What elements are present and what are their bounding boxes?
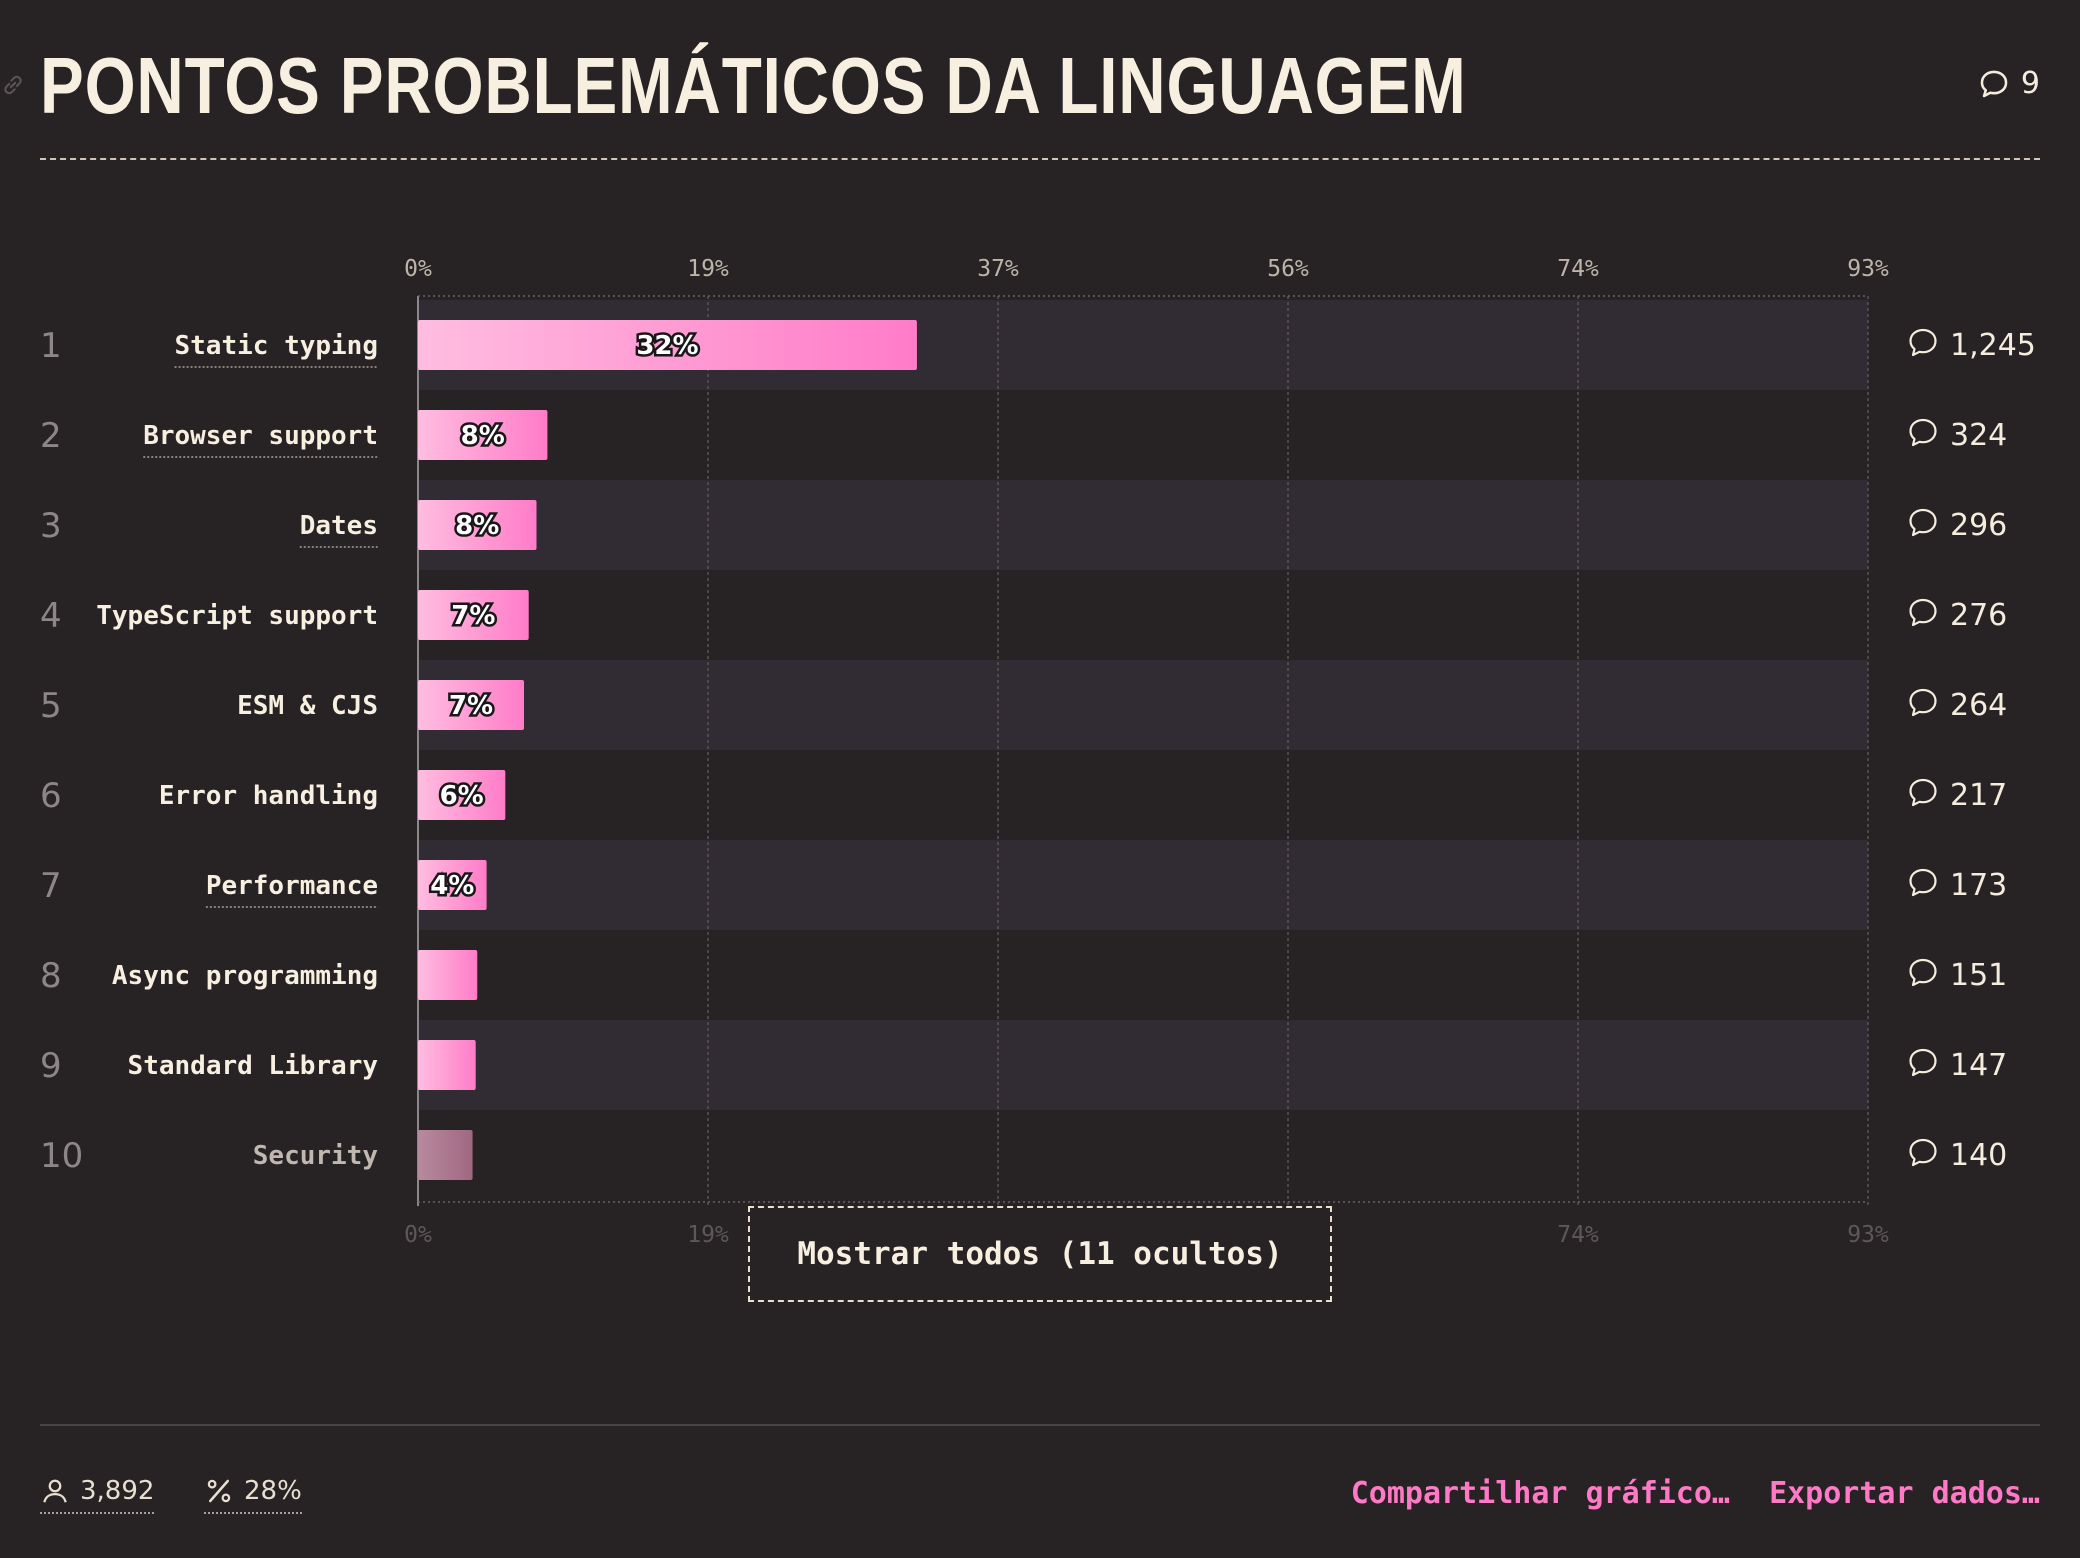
row-comments[interactable] bbox=[1909, 778, 1937, 807]
row-background bbox=[418, 480, 1868, 570]
bar-value-label: 7% bbox=[451, 601, 495, 631]
percentage-value: 28% bbox=[244, 1476, 302, 1506]
x-tick-label-bottom: 74% bbox=[1557, 1222, 1599, 1248]
category-label[interactable]: Static typing bbox=[175, 331, 379, 361]
comment-icon bbox=[1909, 688, 1937, 717]
row-background bbox=[418, 1020, 1868, 1110]
comment-icon bbox=[1909, 598, 1937, 627]
category-label[interactable]: Dates bbox=[300, 511, 378, 541]
chart-comments-button[interactable]: 9 bbox=[1977, 66, 2040, 101]
category-label[interactable]: Standard Library bbox=[128, 1051, 378, 1081]
row-background bbox=[418, 840, 1868, 930]
show-all-button[interactable]: Mostrar todos (11 ocultos) bbox=[748, 1206, 1332, 1302]
row-rank: 7 bbox=[40, 866, 62, 906]
x-tick-label-bottom: 93% bbox=[1847, 1222, 1889, 1248]
category-label[interactable]: ESM & CJS bbox=[237, 691, 378, 721]
comment-icon bbox=[1909, 778, 1937, 807]
comment-icon bbox=[1909, 508, 1937, 537]
comment-icon bbox=[1909, 418, 1937, 447]
bar[interactable] bbox=[418, 410, 548, 460]
comment-icon bbox=[1980, 70, 2008, 97]
comment-icon bbox=[1909, 958, 1937, 987]
x-tick-label-top: 74% bbox=[1557, 256, 1599, 282]
row-rank: 10 bbox=[40, 1136, 83, 1176]
row-rank: 3 bbox=[40, 506, 62, 546]
x-tick-label-top: 56% bbox=[1267, 256, 1309, 282]
comment-icon bbox=[1909, 1048, 1937, 1077]
bar-value-label: 4% bbox=[430, 871, 474, 901]
row-rank: 8 bbox=[40, 956, 62, 996]
row-rank: 9 bbox=[40, 1046, 62, 1086]
row-rank: 4 bbox=[40, 596, 62, 636]
row-comments[interactable] bbox=[1909, 508, 1937, 537]
row-comments[interactable] bbox=[1909, 1138, 1937, 1167]
bar[interactable] bbox=[418, 590, 529, 640]
percentage-stat[interactable]: 28% bbox=[204, 1476, 302, 1514]
row-comment-count: 1,245 bbox=[1950, 328, 2036, 363]
row-comment-count: 173 bbox=[1950, 868, 2007, 903]
row-rank: 5 bbox=[40, 686, 62, 726]
row-comment-count: 264 bbox=[1950, 688, 2007, 723]
chart-header: PONTOS PROBLEMÁTICOS DA LINGUAGEM 9 bbox=[4, 0, 2040, 160]
category-label[interactable]: Async programming bbox=[112, 961, 378, 991]
bar-value-label: 8% bbox=[455, 511, 499, 541]
comment-icon bbox=[1909, 868, 1937, 897]
category-label[interactable]: TypeScript support bbox=[96, 601, 378, 631]
comment-icon bbox=[1909, 1138, 1937, 1167]
bar-value-label: 7% bbox=[449, 691, 493, 721]
respondents-stat[interactable]: 3,892 bbox=[40, 1476, 155, 1514]
x-tick-label-top: 19% bbox=[687, 256, 729, 282]
row-comment-count: 276 bbox=[1950, 598, 2007, 633]
category-label[interactable]: Browser support bbox=[143, 421, 378, 451]
row-comments[interactable] bbox=[1909, 1048, 1937, 1077]
x-tick-label-top: 0% bbox=[404, 256, 432, 282]
bar[interactable] bbox=[418, 1130, 473, 1180]
x-tick-label-bottom: 0% bbox=[404, 1222, 432, 1248]
bar-value-label: 6% bbox=[440, 781, 484, 811]
link-icon[interactable] bbox=[0, 72, 26, 98]
bar-value-label: 32% bbox=[636, 331, 698, 361]
bar-value-label: 8% bbox=[461, 421, 505, 451]
category-label[interactable]: Performance bbox=[206, 871, 378, 901]
bar[interactable] bbox=[418, 680, 525, 730]
row-rank: 1 bbox=[40, 326, 62, 366]
chart-footer: 3,892 28% Compartilhar gráfico… Exportar… bbox=[40, 1424, 2040, 1546]
bar[interactable] bbox=[418, 950, 478, 1000]
percent-icon bbox=[207, 1479, 231, 1503]
bar[interactable] bbox=[418, 860, 487, 910]
row-comments[interactable] bbox=[1909, 868, 1937, 897]
user-icon bbox=[43, 1479, 67, 1503]
chart-comment-count: 9 bbox=[2020, 66, 2040, 101]
comment-icon bbox=[1909, 328, 1937, 357]
row-comment-count: 296 bbox=[1950, 508, 2007, 543]
row-comment-count: 140 bbox=[1950, 1138, 2007, 1173]
category-label[interactable]: Security bbox=[253, 1141, 378, 1171]
row-comment-count: 147 bbox=[1950, 1048, 2007, 1083]
bar[interactable] bbox=[418, 770, 506, 820]
row-comments[interactable] bbox=[1909, 688, 1937, 717]
x-tick-label-top: 93% bbox=[1847, 256, 1889, 282]
page-title: PONTOS PROBLEMÁTICOS DA LINGUAGEM bbox=[40, 41, 1467, 130]
row-comment-count: 217 bbox=[1950, 778, 2007, 813]
row-comment-count: 324 bbox=[1950, 418, 2007, 453]
row-comment-count: 151 bbox=[1950, 958, 2007, 993]
x-tick-label-bottom: 19% bbox=[687, 1222, 729, 1248]
share-chart-link[interactable]: Compartilhar gráfico… bbox=[1350, 1476, 1730, 1511]
row-comments[interactable] bbox=[1909, 418, 1937, 447]
row-rank: 2 bbox=[40, 416, 62, 456]
export-data-link[interactable]: Exportar dados… bbox=[1769, 1476, 2040, 1511]
row-comments[interactable] bbox=[1909, 598, 1937, 627]
bar[interactable] bbox=[418, 500, 537, 550]
bar[interactable] bbox=[418, 320, 917, 370]
row-comments[interactable] bbox=[1909, 958, 1937, 987]
respondents-count: 3,892 bbox=[80, 1476, 155, 1506]
row-background bbox=[418, 660, 1868, 750]
x-tick-label-top: 37% bbox=[977, 256, 1019, 282]
bar[interactable] bbox=[418, 1040, 476, 1090]
row-comments[interactable] bbox=[1909, 328, 1937, 357]
category-label[interactable]: Error handling bbox=[159, 781, 378, 811]
row-rank: 6 bbox=[40, 776, 62, 816]
